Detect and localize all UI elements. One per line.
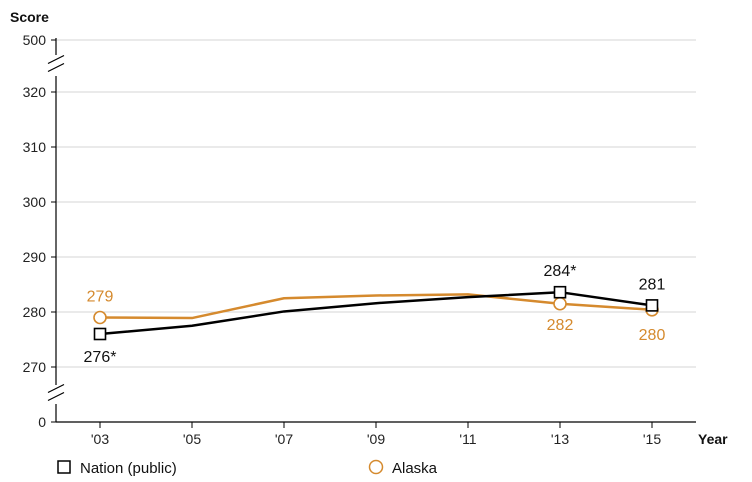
axis-break-mark bbox=[47, 62, 65, 73]
y-axis-title: Score bbox=[10, 9, 49, 25]
y-tick-label: 300 bbox=[23, 194, 47, 210]
data-label: 284* bbox=[544, 263, 577, 280]
legend-label-alaska: Alaska bbox=[392, 460, 438, 477]
y-tick-label: 500 bbox=[23, 32, 47, 48]
x-axis-title: Year bbox=[698, 431, 728, 447]
x-tick-label: '07 bbox=[275, 431, 293, 447]
axis-break-mark bbox=[47, 383, 65, 394]
y-axis: 0 270 280 290 300 310 320 500 bbox=[23, 32, 65, 430]
y-tick-label: 290 bbox=[23, 249, 47, 265]
legend-label-nation: Nation (public) bbox=[80, 460, 177, 477]
square-marker-icon bbox=[57, 460, 71, 474]
data-point bbox=[645, 299, 659, 312]
data-point bbox=[93, 327, 107, 341]
axis-break-mark bbox=[47, 391, 65, 402]
grid-lines bbox=[56, 39, 696, 368]
data-point bbox=[553, 296, 567, 311]
x-tick-label: '03 bbox=[91, 431, 109, 447]
data-label: 279 bbox=[87, 289, 114, 306]
x-tick-label: '05 bbox=[183, 431, 201, 447]
y-tick-label: 310 bbox=[23, 139, 47, 155]
x-tick-label: '13 bbox=[551, 431, 569, 447]
x-tick-label: '15 bbox=[643, 431, 661, 447]
y-tick-label: 320 bbox=[23, 84, 47, 100]
data-label: 280 bbox=[639, 327, 666, 344]
data-label: 276* bbox=[84, 349, 117, 366]
series-layer bbox=[93, 285, 659, 341]
y-tick-label: 280 bbox=[23, 304, 47, 320]
x-tick-label: '09 bbox=[367, 431, 385, 447]
data-label: 282 bbox=[547, 317, 574, 334]
data-labels: 276* 284* 281 279 282 280 bbox=[84, 263, 666, 366]
axis-break-mark bbox=[47, 54, 65, 65]
x-axis: '03 '05 '07 '09 '11 '13 '15 bbox=[56, 421, 696, 447]
x-tick-label: '11 bbox=[459, 431, 476, 447]
series-line-alaska bbox=[99, 293, 653, 320]
data-label: 281 bbox=[639, 276, 666, 293]
y-tick-label: 270 bbox=[23, 359, 47, 375]
legend-item-alaska: Alaska bbox=[368, 459, 438, 477]
data-point bbox=[553, 285, 567, 299]
legend-item-nation: Nation (public) bbox=[57, 460, 177, 477]
data-point bbox=[93, 310, 107, 325]
y-tick-label: 0 bbox=[38, 414, 46, 430]
circle-marker-icon bbox=[368, 459, 384, 475]
legend: Nation (public) Alaska bbox=[57, 459, 438, 477]
